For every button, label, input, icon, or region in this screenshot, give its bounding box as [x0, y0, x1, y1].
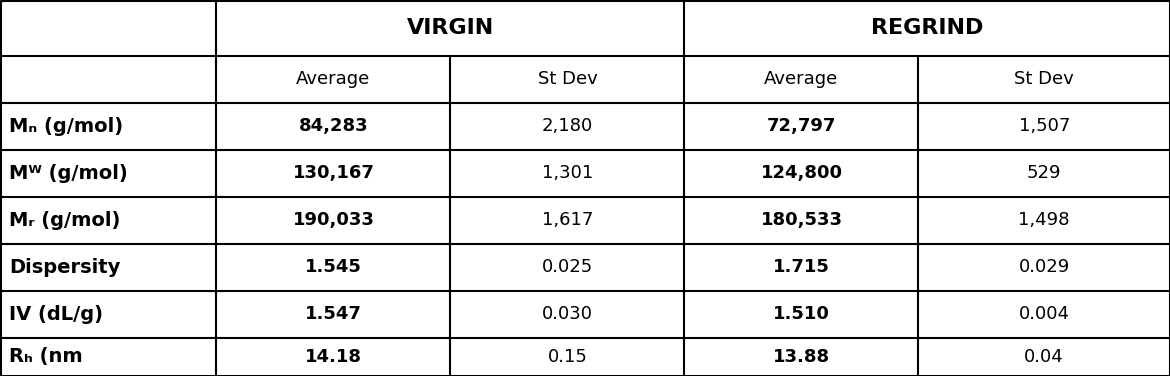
Text: 0.15: 0.15 — [548, 348, 587, 366]
Text: 130,167: 130,167 — [292, 164, 374, 182]
Text: 14.18: 14.18 — [305, 348, 362, 366]
Text: Mᵣ (g/mol): Mᵣ (g/mol) — [9, 211, 121, 230]
Text: 1,617: 1,617 — [542, 211, 593, 229]
Text: 1,301: 1,301 — [542, 164, 593, 182]
Text: 1.547: 1.547 — [305, 305, 362, 323]
Text: Average: Average — [296, 70, 371, 88]
Text: 124,800: 124,800 — [760, 164, 842, 182]
Text: Dispersity: Dispersity — [9, 258, 121, 277]
Text: Rₕ (nm: Rₕ (nm — [9, 347, 83, 366]
Text: 72,797: 72,797 — [766, 117, 837, 135]
Text: 0.004: 0.004 — [1019, 305, 1069, 323]
Text: 0.029: 0.029 — [1019, 258, 1069, 276]
Text: VIRGIN: VIRGIN — [407, 18, 494, 38]
Text: IV (dL/g): IV (dL/g) — [9, 305, 103, 324]
Text: St Dev: St Dev — [1014, 70, 1074, 88]
Text: 1,507: 1,507 — [1019, 117, 1069, 135]
Text: 1.510: 1.510 — [773, 305, 830, 323]
Text: St Dev: St Dev — [537, 70, 598, 88]
Text: 0.025: 0.025 — [542, 258, 593, 276]
Text: 190,033: 190,033 — [292, 211, 374, 229]
Text: 2,180: 2,180 — [542, 117, 593, 135]
Text: 1,498: 1,498 — [1018, 211, 1071, 229]
Text: 13.88: 13.88 — [773, 348, 830, 366]
Text: REGRIND: REGRIND — [870, 18, 984, 38]
Text: Mᵂ (g/mol): Mᵂ (g/mol) — [9, 164, 128, 183]
Text: 1.715: 1.715 — [773, 258, 830, 276]
Text: Average: Average — [764, 70, 839, 88]
Text: 84,283: 84,283 — [298, 117, 369, 135]
Text: 0.04: 0.04 — [1025, 348, 1064, 366]
Text: 529: 529 — [1027, 164, 1061, 182]
Text: 0.030: 0.030 — [542, 305, 593, 323]
Text: 1.545: 1.545 — [305, 258, 362, 276]
Text: 180,533: 180,533 — [760, 211, 842, 229]
Text: Mₙ (g/mol): Mₙ (g/mol) — [9, 117, 124, 136]
